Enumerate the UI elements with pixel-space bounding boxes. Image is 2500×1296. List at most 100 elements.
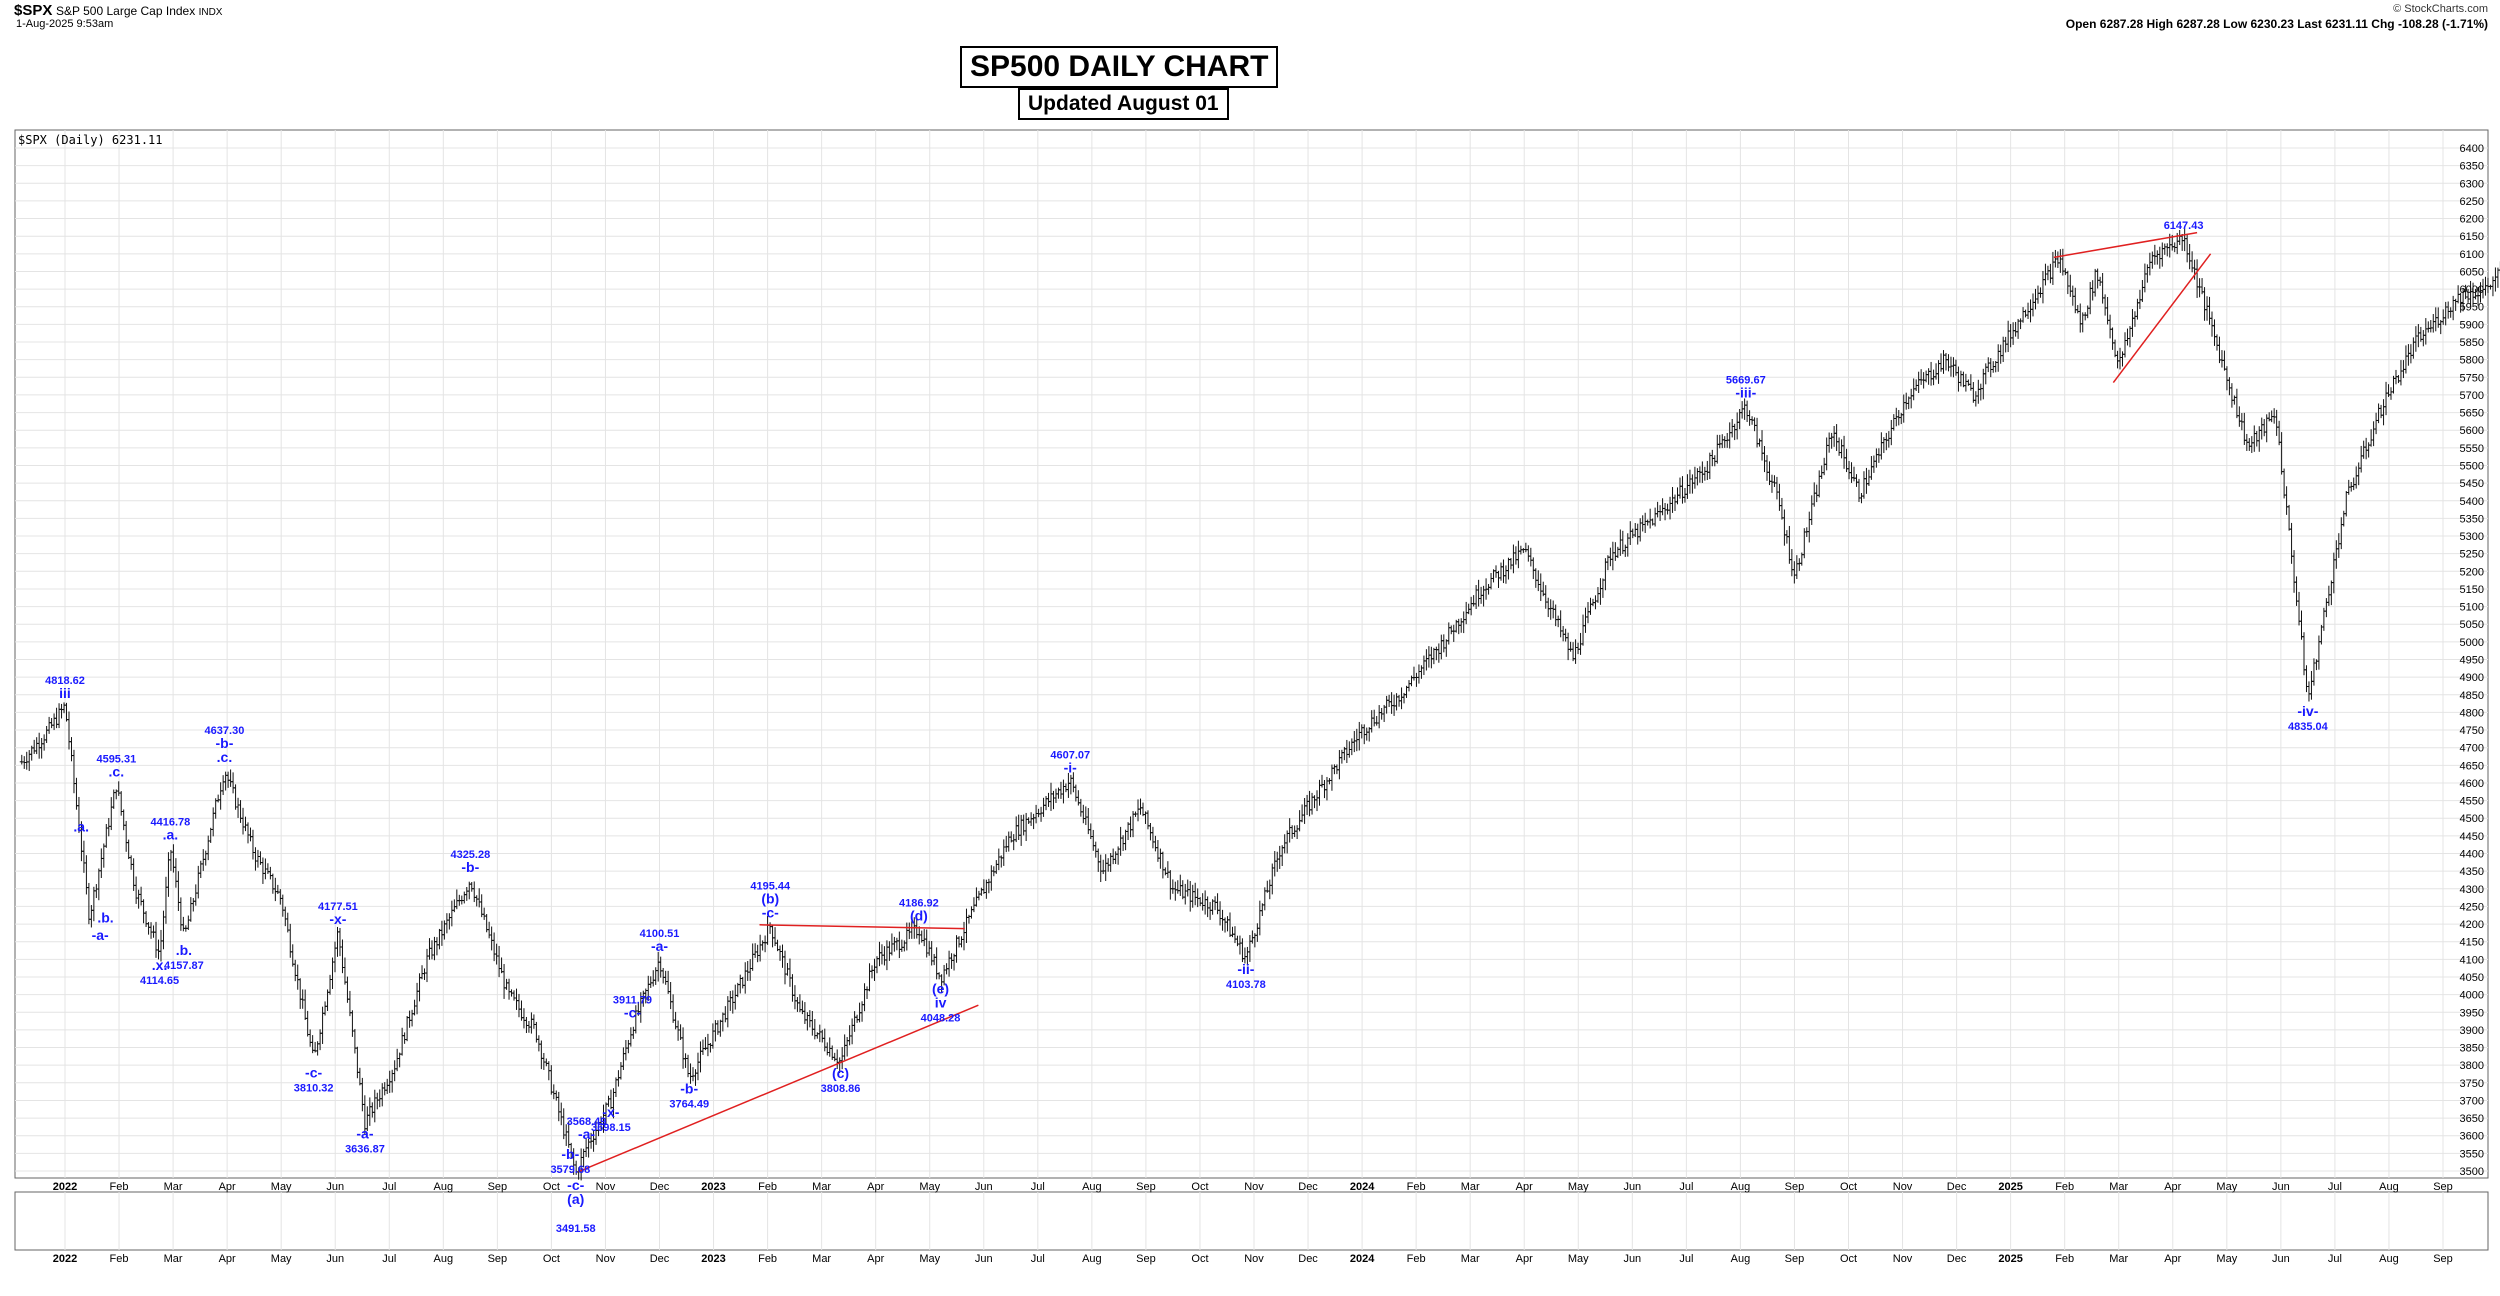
wave-label: -x- — [329, 911, 346, 927]
x-tick-label-lower: Aug — [434, 1253, 454, 1265]
x-tick-label: Aug — [434, 1181, 454, 1193]
x-tick-label: 2022 — [53, 1181, 77, 1193]
wave-label: -c- — [624, 1005, 641, 1021]
price-tick-label: 5650 — [2460, 408, 2484, 420]
x-tick-label-lower: Jun — [326, 1253, 344, 1265]
wave-label: 3636.87 — [345, 1144, 385, 1156]
trendline — [2112, 253, 2212, 384]
index-name: S&P 500 Large Cap Index INDX — [56, 4, 223, 18]
wave-label: 4416.78 — [151, 817, 191, 829]
x-tick-label: Feb — [758, 1181, 777, 1193]
wave-label: 3491.58 — [556, 1223, 596, 1235]
x-tick-label-lower: Jul — [2328, 1253, 2342, 1265]
price-tick-label: 3900 — [2460, 1025, 2484, 1037]
wave-label: -a- — [92, 927, 109, 943]
price-tick-label: 6100 — [2460, 249, 2484, 261]
wave-label: 3911.79 — [613, 995, 652, 1007]
chart-title: SP500 DAILY CHART — [960, 46, 1279, 88]
wave-label: 4103.78 — [1226, 979, 1266, 991]
x-tick-label: Apr — [2164, 1181, 2181, 1193]
price-tick-label: 4200 — [2460, 919, 2484, 931]
chart-legend: $SPX (Daily) 6231.11 — [18, 133, 163, 147]
wave-label: 4177.51 — [318, 901, 358, 913]
wave-label: 3810.32 — [294, 1083, 334, 1095]
x-tick-label: Mar — [164, 1181, 183, 1193]
x-tick-label-lower: Apr — [219, 1253, 236, 1265]
wave-label: 3579.68 — [550, 1164, 590, 1176]
x-tick-label: Sep — [1136, 1181, 1156, 1193]
wave-label: (e) — [932, 981, 949, 997]
x-tick-label: Nov — [596, 1181, 616, 1193]
price-tick-label: 3850 — [2460, 1043, 2484, 1055]
x-tick-label: Mar — [812, 1181, 831, 1193]
wave-label: -x- — [602, 1104, 619, 1120]
wave-label: -b- — [461, 859, 479, 875]
x-tick-label: Dec — [650, 1181, 670, 1193]
price-tick-label: 4650 — [2460, 760, 2484, 772]
quote-summary: Open 6287.28 High 6287.28 Low 6230.23 La… — [2065, 17, 2488, 31]
x-tick-label-lower: Aug — [2379, 1253, 2399, 1265]
wave-label: iv — [935, 995, 947, 1011]
x-tick-label: Jun — [326, 1181, 344, 1193]
wave-label: 4607.07 — [1050, 749, 1090, 761]
wave-label: -iii- — [1735, 385, 1756, 401]
x-tick-label-lower: Jun — [975, 1253, 993, 1265]
wave-label: 4195.44 — [750, 881, 791, 893]
x-tick-label-lower: Feb — [110, 1253, 129, 1265]
trendline — [759, 924, 965, 930]
x-tick-label-lower: Jun — [1623, 1253, 1641, 1265]
wave-label: -iv- — [2297, 703, 2318, 719]
trendline — [2053, 231, 2198, 259]
x-tick-label-lower: 2022 — [53, 1253, 77, 1265]
x-tick-label-lower: Mar — [164, 1253, 183, 1265]
wave-label: 3698.15 — [591, 1122, 631, 1134]
price-tick-label: 6400 — [2460, 143, 2484, 155]
wave-label: .c. — [217, 749, 233, 765]
x-tick-label-lower: Jun — [2272, 1253, 2290, 1265]
x-tick-label-lower: Nov — [596, 1253, 616, 1265]
wave-label: 4637.30 — [205, 725, 245, 737]
wave-label: 3808.86 — [821, 1083, 861, 1095]
x-tick-label: Dec — [1947, 1181, 1967, 1193]
x-tick-label: 2025 — [1998, 1181, 2022, 1193]
x-tick-label: Apr — [219, 1181, 236, 1193]
x-tick-label-lower: Feb — [1407, 1253, 1426, 1265]
x-tick-label-lower: May — [2216, 1253, 2237, 1265]
wave-label: (c) — [832, 1065, 849, 1081]
price-tick-label: 4550 — [2460, 796, 2484, 808]
price-tick-label: 5600 — [2460, 425, 2484, 437]
x-tick-label-lower: Jul — [1031, 1253, 1045, 1265]
symbol: $SPX — [14, 2, 53, 19]
wave-label: iii — [59, 685, 71, 701]
price-tick-label: 5150 — [2460, 584, 2484, 596]
wave-label: .b. — [176, 942, 192, 958]
x-tick-label: Feb — [110, 1181, 129, 1193]
price-tick-label: 5250 — [2460, 549, 2484, 561]
wave-label: -c- — [762, 905, 779, 921]
price-tick-label: 4500 — [2460, 813, 2484, 825]
x-tick-label-lower: May — [919, 1253, 940, 1265]
source-credit: © StockCharts.com — [2393, 3, 2488, 15]
x-tick-label-lower: Feb — [2055, 1253, 2074, 1265]
x-tick-label: Oct — [1191, 1181, 1208, 1193]
wave-label: .x. — [152, 957, 168, 973]
wave-label: 4818.62 — [45, 675, 85, 687]
price-tick-label: 4350 — [2460, 866, 2484, 878]
x-tick-label: Jul — [382, 1181, 396, 1193]
price-tick-label: 4700 — [2460, 743, 2484, 755]
x-tick-label: Jul — [1031, 1181, 1045, 1193]
wave-label: (b) — [761, 891, 779, 907]
price-tick-label: 4450 — [2460, 831, 2484, 843]
x-tick-label: Mar — [1461, 1181, 1480, 1193]
price-tick-label: 3650 — [2460, 1113, 2484, 1125]
price-tick-label: 5000 — [2460, 637, 2484, 649]
x-tick-label-lower: 2024 — [1350, 1253, 1375, 1265]
x-tick-label-lower: Apr — [1516, 1253, 1533, 1265]
x-tick-label: 2023 — [701, 1181, 725, 1193]
wave-label: 4100.51 — [640, 928, 680, 940]
wave-label: -b- — [561, 1146, 579, 1162]
price-tick-label: 4800 — [2460, 707, 2484, 719]
trendline — [578, 1004, 979, 1173]
wave-label: -c- — [567, 1177, 584, 1193]
price-tick-label: 4750 — [2460, 725, 2484, 737]
